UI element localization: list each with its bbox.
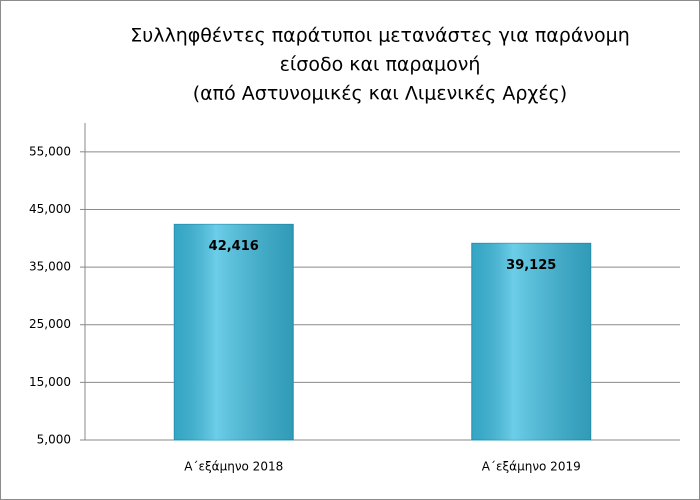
x-tick-label: Α΄εξάμηνο 2019	[482, 460, 581, 474]
y-tick-label: 55,000	[29, 144, 71, 158]
y-tick-label: 5,000	[37, 433, 71, 447]
chart-title: είσοδο και παραμονή	[280, 54, 481, 76]
y-tick-label: 25,000	[29, 317, 71, 331]
bar-shading	[471, 243, 591, 440]
y-tick-label: 35,000	[29, 260, 71, 274]
bar-shading	[174, 224, 294, 440]
y-tick-label: 15,000	[29, 375, 71, 389]
value-label: 42,416	[209, 239, 259, 254]
chart-title: Συλληφθέντες παράτυποι μετανάστες για πα…	[130, 25, 630, 47]
y-tick-label: 45,000	[29, 202, 71, 216]
x-tick-label: Α΄εξάμηνο 2018	[184, 460, 283, 474]
value-label: 39,125	[506, 258, 556, 273]
chart-title: (από Αστυνομικές και Λιμενικές Αρχές)	[193, 83, 567, 105]
